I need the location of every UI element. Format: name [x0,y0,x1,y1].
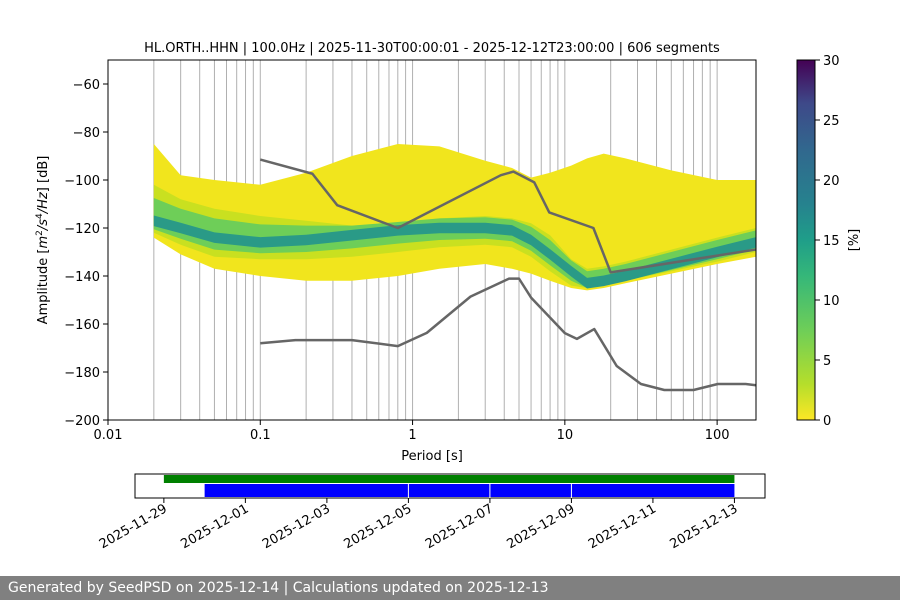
y-tick-label: −200 [64,414,100,429]
timeline-tick-label: 2025-12-03 [260,501,333,552]
timeline-tick-label: 2025-12-01 [178,501,251,552]
x-axis-ticks: 0.01 0.1 1 10 100 [94,420,730,443]
noise-model-line-nhnm [259,158,756,274]
x-tick-label: 0.01 [94,428,123,443]
timeline-tick-label: 2025-12-05 [341,501,414,552]
noise-models [259,158,756,392]
colorbar-ticks: 0 5 10 15 20 25 30 [815,54,840,429]
colorbar-tick-label: 10 [823,294,840,309]
chart-title: HL.ORTH..HHN | 100.0Hz | 2025-11-30T00:0… [144,41,720,56]
colorbar-label: [%] [847,229,862,252]
y-axis-ticks: −60 −80 −100 −120 −140 −160 −180 −200 [64,78,108,429]
x-tick-label: 10 [557,428,574,443]
footer-bar: Generated by SeedPSD on 2025-12-14 | Cal… [0,576,900,600]
colorbar [796,59,816,421]
timeline-tick-label: 2025-12-09 [504,501,577,552]
plot-frame [107,59,757,421]
timeline-tick-label: 2025-12-11 [586,501,659,552]
x-tick-label: 100 [705,428,730,443]
footer-text: Generated by SeedPSD on 2025-12-14 | Cal… [8,580,549,596]
y-axis-label: Amplitude [m2/s4/Hz] [dB] [35,156,51,325]
colorbar-tick-label: 5 [823,354,831,369]
x-axis-label: Period [s] [401,449,463,464]
y-tick-label: −140 [64,270,100,285]
timeline-tick-label: 2025-11-29 [97,501,170,552]
y-tick-label: −180 [64,366,100,381]
y-tick-label: −80 [73,126,100,141]
colorbar-tick-label: 15 [823,234,840,249]
timeline-bar-used [204,484,735,497]
colorbar-tick-label: 25 [823,114,840,129]
colorbar-tick-label: 30 [823,54,840,69]
ppsd-density [153,144,756,291]
timeline-bars [163,475,735,498]
x-tick-label: 0.1 [250,428,271,443]
colorbar-tick-label: 20 [823,174,840,189]
y-tick-label: −100 [64,174,100,189]
ppsd-figure: HL.ORTH..HHN | 100.0Hz | 2025-11-30T00:0… [35,41,862,552]
timeline-bar-available [163,475,735,483]
timeline-ticks: 2025-11-29 2025-12-01 2025-12-03 2025-12-05… [97,498,740,552]
density-band-core [153,215,756,289]
y-tick-label: −60 [73,78,100,93]
y-tick-label: −160 [64,318,100,333]
timeline-tick-label: 2025-12-07 [423,501,496,552]
timeline-tick-label: 2025-12-13 [667,501,740,552]
y-tick-label: −120 [64,222,100,237]
colorbar-tick-label: 0 [823,414,831,429]
noise-model-line-nlnm [260,277,756,392]
x-tick-label: 1 [408,428,416,443]
